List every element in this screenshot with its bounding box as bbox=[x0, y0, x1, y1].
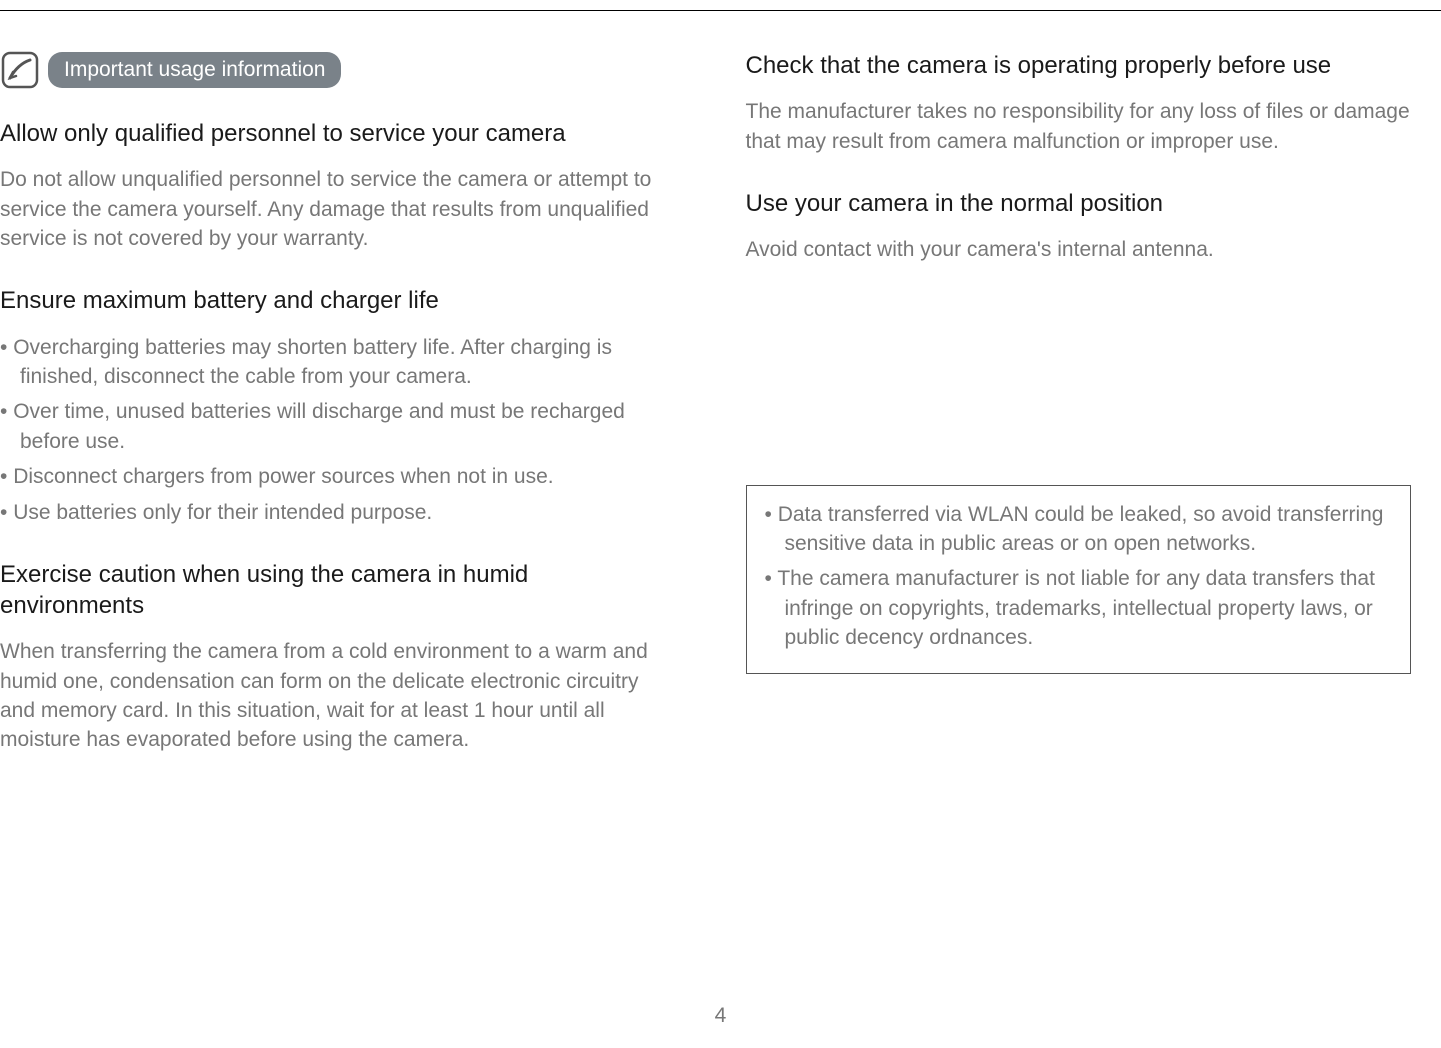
section-body: When transferring the camera from a cold… bbox=[0, 637, 666, 755]
list-item: Overcharging batteries may shorten batte… bbox=[0, 333, 666, 392]
page-content: Important usage information Allow only q… bbox=[0, 0, 1441, 787]
badge-row: Important usage information bbox=[0, 50, 666, 90]
section-heading: Allow only qualified personnel to servic… bbox=[0, 118, 666, 149]
section-heading: Use your camera in the normal position bbox=[746, 188, 1412, 219]
right-column: Check that the camera is operating prope… bbox=[746, 50, 1412, 787]
bullet-list: Data transferred via WLAN could be leake… bbox=[765, 500, 1393, 653]
list-item: Data transferred via WLAN could be leake… bbox=[765, 500, 1393, 559]
section-heading: Exercise caution when using the camera i… bbox=[0, 559, 666, 621]
list-item: Over time, unused batteries will dischar… bbox=[0, 397, 666, 456]
top-rule bbox=[0, 10, 1441, 11]
note-icon bbox=[0, 50, 40, 90]
list-item: Disconnect chargers from power sources w… bbox=[0, 462, 666, 491]
left-column: Important usage information Allow only q… bbox=[0, 50, 666, 787]
bullet-list: Overcharging batteries may shorten batte… bbox=[0, 333, 666, 527]
section-body: Do not allow unqualified personnel to se… bbox=[0, 165, 666, 253]
list-item: Use batteries only for their intended pu… bbox=[0, 498, 666, 527]
section-heading: Check that the camera is operating prope… bbox=[746, 50, 1412, 81]
page-number: 4 bbox=[0, 1004, 1441, 1028]
badge-label: Important usage information bbox=[48, 52, 341, 88]
callout-box: Data transferred via WLAN could be leake… bbox=[746, 485, 1412, 674]
section-body: Avoid contact with your camera's interna… bbox=[746, 235, 1412, 264]
list-item: The camera manufacturer is not liable fo… bbox=[765, 564, 1393, 652]
section-body: The manufacturer takes no responsibility… bbox=[746, 97, 1412, 156]
section-heading: Ensure maximum battery and charger life bbox=[0, 285, 666, 316]
